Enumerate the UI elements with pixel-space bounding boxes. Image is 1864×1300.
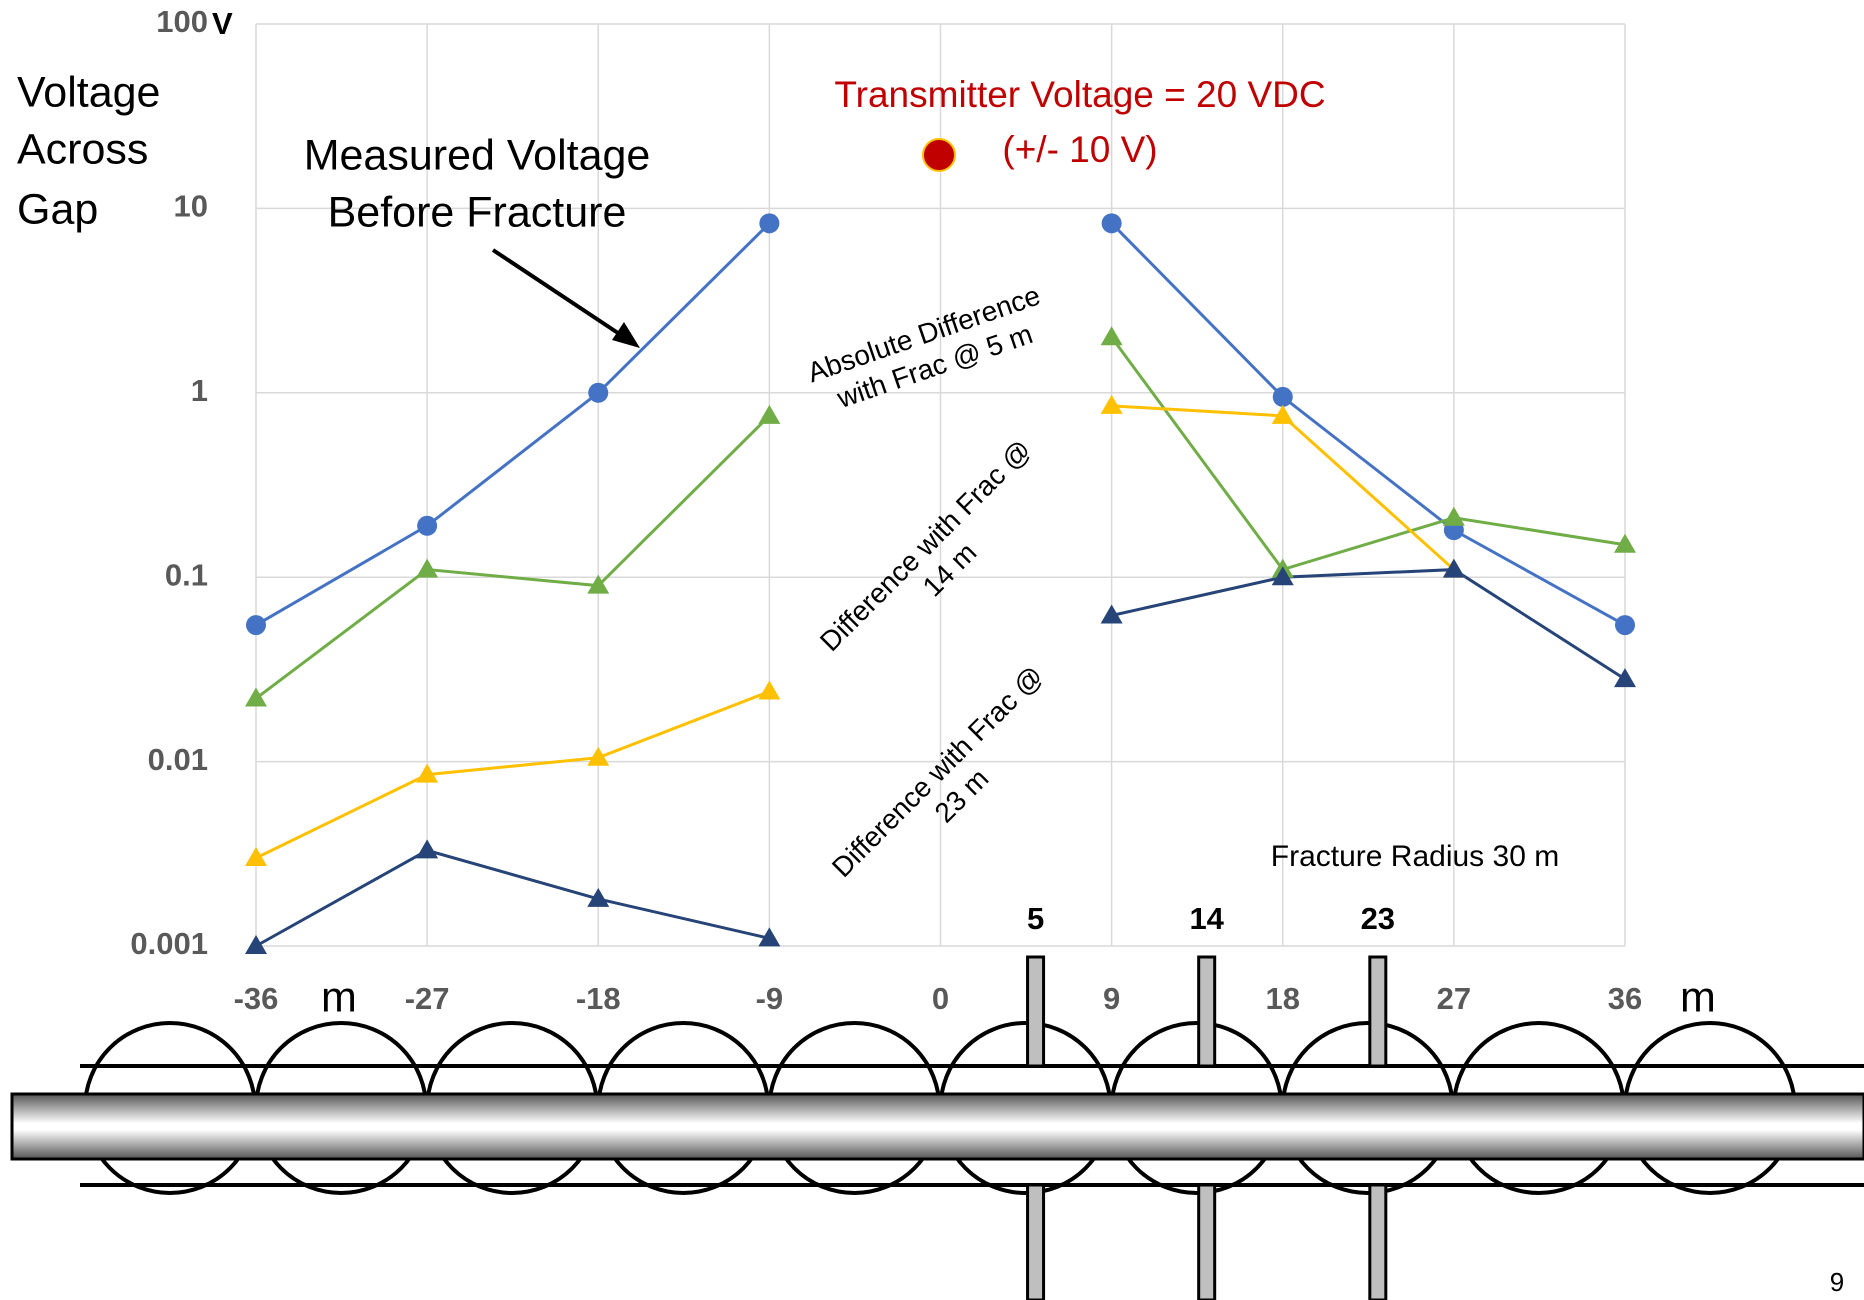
fracture-label: 14: [1189, 901, 1224, 936]
y-axis-label: Gap: [17, 185, 98, 233]
y-axis-label: Voltage: [17, 68, 160, 116]
x-unit: m: [1680, 973, 1716, 1021]
fracture: [1370, 957, 1386, 1066]
x-tick-label: -9: [756, 981, 784, 1016]
data-point: [246, 615, 266, 635]
annotation: Difference with Frac @ 14 m: [814, 434, 1061, 681]
chart: 0.001 0.01 0.1 1 10 100 -36 -27 -18 -9 0 9 18 27 36 5 1…: [0, 0, 1864, 1300]
data-point: [1614, 668, 1636, 687]
data-point: [417, 516, 437, 536]
data-point: [1101, 326, 1123, 345]
well-diagram: 5 14 23: [12, 901, 1864, 1300]
data-point: [245, 847, 267, 866]
x-tick-label: 9: [1103, 981, 1120, 1016]
page: {"chart_data": { "type": "line", "y_labe…: [0, 0, 1864, 1300]
data-point: [1102, 213, 1122, 233]
x-tick-label: 36: [1608, 981, 1642, 1016]
annotation: Transmitter Voltage = 20 VDC: [834, 74, 1325, 115]
annotation: (+/- 10 V): [1002, 129, 1157, 170]
data-point: [759, 213, 779, 233]
y-unit: V: [212, 6, 233, 41]
fracture: [1199, 957, 1215, 1066]
fracture: [1028, 957, 1044, 1066]
fracture-label: 5: [1027, 901, 1044, 936]
data-point: [1615, 615, 1635, 635]
data-point: [1273, 387, 1293, 407]
pipe: [12, 1094, 1864, 1159]
x-tick-label: -18: [576, 981, 621, 1016]
data-point: [1443, 507, 1465, 526]
y-axis-label: Across: [17, 125, 148, 173]
data-point: [758, 405, 780, 424]
x-tick-label: -27: [405, 981, 450, 1016]
arrow-head: [612, 322, 640, 348]
x-tick-label: 27: [1437, 981, 1471, 1016]
x-unit: m: [321, 973, 357, 1021]
annotation-text: Difference with Frac @: [826, 660, 1049, 883]
y-tick-label: 100: [156, 4, 208, 39]
data-point: [588, 383, 608, 403]
y-tick-label: 0.01: [148, 742, 208, 777]
data-point: [245, 935, 267, 954]
fracture: [1028, 1185, 1044, 1300]
annotation: Difference with Frac @ 23 m: [826, 660, 1073, 907]
data-point: [245, 687, 267, 706]
annotation-text: Difference with Frac @: [814, 434, 1037, 657]
fracture-label: 23: [1361, 901, 1395, 936]
data-point: [416, 839, 438, 858]
annotation: Absolute Difference with Frac @ 5 m: [803, 280, 1055, 421]
data-point: [416, 559, 438, 578]
x-tick-label: 0: [932, 981, 949, 1016]
annotation: Before Fracture: [328, 188, 627, 236]
y-tick-label: 0.001: [130, 926, 208, 961]
y-tick-label: 1: [191, 373, 208, 408]
annotation: Measured Voltage: [304, 131, 651, 179]
fracture: [1370, 1185, 1386, 1300]
x-tick-label: -36: [234, 981, 279, 1016]
arrow: [493, 250, 630, 341]
y-tick-label: 10: [174, 189, 208, 224]
x-tick-label: 18: [1266, 981, 1300, 1016]
transmitter-dot: [923, 139, 955, 171]
fracture: [1199, 1185, 1215, 1300]
annotation: Fracture Radius 30 m: [1271, 840, 1559, 873]
data-point: [1101, 395, 1123, 414]
y-tick-label: 0.1: [165, 557, 208, 592]
page-number: 9: [1830, 1267, 1844, 1297]
data-point: [758, 680, 780, 699]
